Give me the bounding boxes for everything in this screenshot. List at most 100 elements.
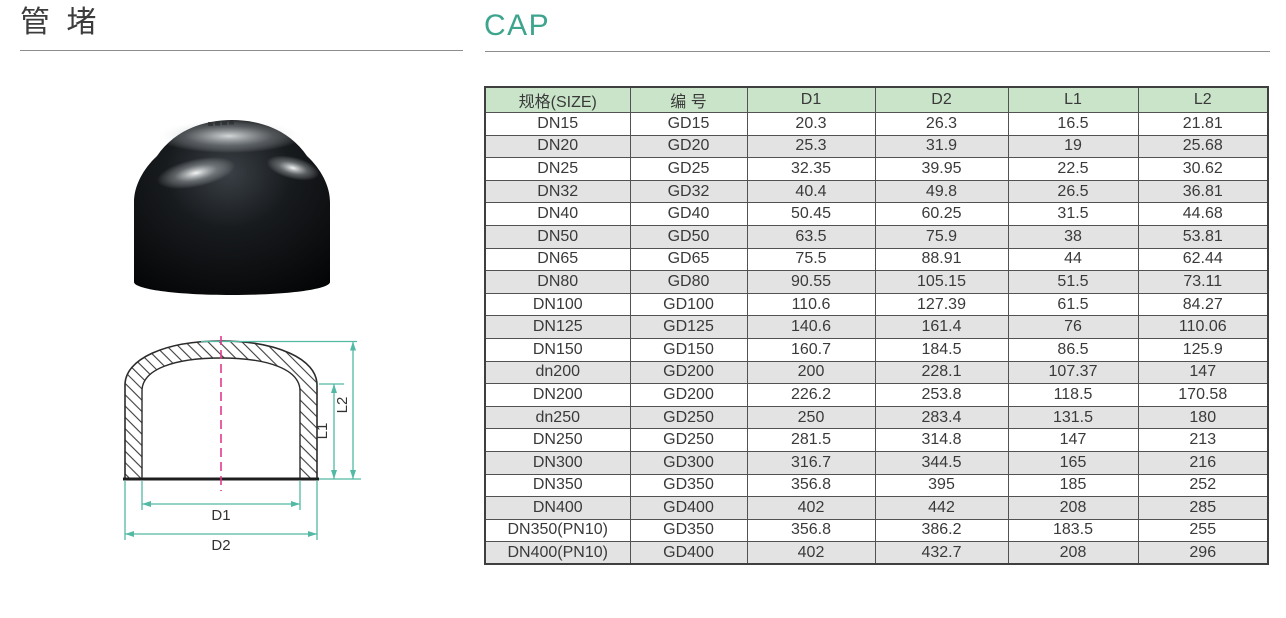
title-underline-right — [485, 51, 1270, 52]
table-cell: GD350 — [629, 518, 748, 543]
table-cell: GD400 — [629, 496, 748, 520]
table-cell: DN100 — [484, 292, 631, 317]
table-cell: 356.8 — [746, 518, 876, 543]
column-header: L1 — [1007, 86, 1139, 113]
table-row: dn250 GD250 250 283.4 131.5 180 — [484, 405, 1269, 430]
table-cell: DN50 — [484, 224, 631, 249]
table-cell: DN125 — [484, 315, 631, 339]
table-row: dn200 GD200 200 228.1 107.37 147 — [484, 360, 1269, 385]
table-cell: DN40 — [484, 202, 631, 226]
table-cell: 252 — [1137, 473, 1269, 498]
table-cell: 402 — [746, 541, 876, 565]
table-row: DN25 GD25 32.35 39.95 22.5 30.62 — [484, 157, 1269, 181]
table-cell: 31.5 — [1007, 202, 1139, 226]
table-cell: 40.4 — [746, 179, 876, 204]
table-cell: 110.6 — [746, 292, 876, 317]
table-cell: 402 — [746, 496, 876, 520]
table-cell: GD350 — [629, 473, 748, 498]
table-cell: 183.5 — [1007, 518, 1139, 543]
table-cell: 432.7 — [874, 541, 1009, 565]
table-cell: 63.5 — [746, 224, 876, 249]
table-cell: 76 — [1007, 315, 1139, 339]
table-cell: DN20 — [484, 134, 631, 159]
table-cell: 31.9 — [874, 134, 1009, 159]
table-cell: 165 — [1007, 450, 1139, 475]
pipe-cap-image — [134, 119, 330, 295]
table-cell: DN350 — [484, 473, 631, 498]
table-cell: DN250 — [484, 428, 631, 452]
table-cell: GD250 — [629, 405, 748, 430]
table-cell: 39.95 — [874, 157, 1009, 181]
column-header: D1 — [746, 86, 876, 113]
table-cell: 61.5 — [1007, 292, 1139, 317]
table-row: DN80 GD80 90.55 105.15 51.5 73.11 — [484, 270, 1269, 294]
table-cell: GD50 — [629, 224, 748, 249]
table-cell: GD100 — [629, 292, 748, 317]
table-cell: 49.8 — [874, 179, 1009, 204]
table-cell: 62.44 — [1137, 247, 1269, 272]
table-cell: 44.68 — [1137, 202, 1269, 226]
table-cell: 386.2 — [874, 518, 1009, 543]
column-header: D2 — [874, 86, 1009, 113]
table-row: DN350(PN10) GD350 356.8 386.2 183.5 255 — [484, 518, 1269, 543]
table-cell: GD65 — [629, 247, 748, 272]
table-cell: 107.37 — [1007, 360, 1139, 385]
table-cell: 147 — [1137, 360, 1269, 385]
table-cell: 228.1 — [874, 360, 1009, 385]
table-cell: DN200 — [484, 383, 631, 407]
table-cell: 75.5 — [746, 247, 876, 272]
table-cell: DN350(PN10) — [484, 518, 631, 543]
table-row: DN150 GD150 160.7 184.5 86.5 125.9 — [484, 337, 1269, 362]
column-header: 规格(SIZE) — [484, 86, 631, 113]
table-row: DN50 GD50 63.5 75.9 38 53.81 — [484, 224, 1269, 249]
table-cell: DN65 — [484, 247, 631, 272]
table-cell: 25.68 — [1137, 134, 1269, 159]
table-row: DN350 GD350 356.8 395 185 252 — [484, 473, 1269, 498]
table-cell: 16.5 — [1007, 112, 1139, 136]
dim-label-d1: D1 — [211, 507, 230, 524]
table-cell: 50.45 — [746, 202, 876, 226]
table-cell: GD40 — [629, 202, 748, 226]
table-cell: DN400 — [484, 496, 631, 520]
table-cell: 184.5 — [874, 337, 1009, 362]
table-cell: 36.81 — [1137, 179, 1269, 204]
table-cell: 30.62 — [1137, 157, 1269, 181]
product-photo — [126, 110, 338, 305]
table-row: DN250 GD250 281.5 314.8 147 213 — [484, 428, 1269, 452]
table-cell: DN32 — [484, 179, 631, 204]
table-cell: GD250 — [629, 428, 748, 452]
table-cell: GD20 — [629, 134, 748, 159]
table-row: DN32 GD32 40.4 49.8 26.5 36.81 — [484, 179, 1269, 204]
table-cell: 442 — [874, 496, 1009, 520]
table-cell: 75.9 — [874, 224, 1009, 249]
table-cell: 73.11 — [1137, 270, 1269, 294]
title-underline-left — [20, 50, 463, 51]
page-title-zh: 管 堵 — [20, 6, 101, 39]
table-cell: 88.91 — [874, 247, 1009, 272]
table-cell: 395 — [874, 473, 1009, 498]
table-cell: 60.25 — [874, 202, 1009, 226]
table-cell: 180 — [1137, 405, 1269, 430]
cap-logo-marks — [208, 120, 234, 126]
table-row: DN400(PN10) GD400 402 432.7 208 296 — [484, 541, 1269, 565]
table-cell: dn250 — [484, 405, 631, 430]
table-cell: DN150 — [484, 337, 631, 362]
table-cell: 344.5 — [874, 450, 1009, 475]
table-cell: 208 — [1007, 496, 1139, 520]
table-cell: 250 — [746, 405, 876, 430]
table-cell: 283.4 — [874, 405, 1009, 430]
table-cell: 26.5 — [1007, 179, 1139, 204]
table-row: DN15 GD15 20.3 26.3 16.5 21.81 — [484, 112, 1269, 136]
table-cell: GD150 — [629, 337, 748, 362]
table-cell: 208 — [1007, 541, 1139, 565]
table-cell: 21.81 — [1137, 112, 1269, 136]
table-cell: 147 — [1007, 428, 1139, 452]
table-cell: 253.8 — [874, 383, 1009, 407]
table-cell: 125.9 — [1137, 337, 1269, 362]
table-row: DN20 GD20 25.3 31.9 19 25.68 — [484, 134, 1269, 159]
dim-label-l1: L1 — [314, 423, 331, 440]
table-cell: 110.06 — [1137, 315, 1269, 339]
table-cell: GD300 — [629, 450, 748, 475]
column-header: L2 — [1137, 86, 1269, 113]
table-cell: 213 — [1137, 428, 1269, 452]
